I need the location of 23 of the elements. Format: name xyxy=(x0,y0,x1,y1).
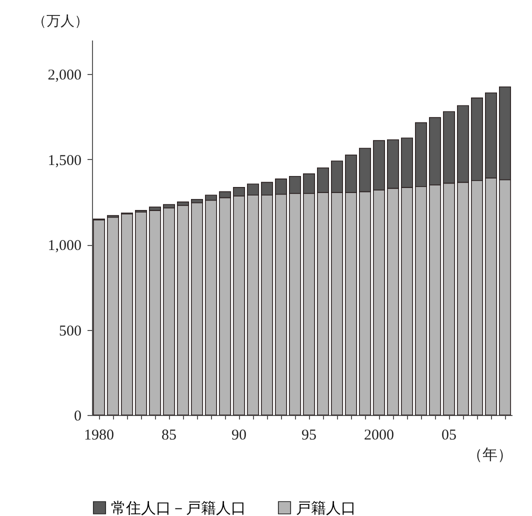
y-tick-label: 0 xyxy=(74,408,82,424)
x-tick-label: 85 xyxy=(162,428,176,444)
bar xyxy=(121,213,133,416)
x-axis-title: （年） xyxy=(468,446,512,464)
y-tick-label: 1,000 xyxy=(48,238,82,254)
x-tick-label: 05 xyxy=(442,428,456,444)
y-tick-label: 1,500 xyxy=(48,152,82,169)
y-tick-label: 500 xyxy=(59,323,82,340)
bar xyxy=(177,204,189,416)
bar xyxy=(135,212,147,416)
legend-label: 常住人口－戸籍人口 xyxy=(111,500,246,516)
bar xyxy=(191,202,203,416)
bar xyxy=(163,208,175,416)
x-tick-label: 90 xyxy=(232,428,246,444)
y-tick-label: 2,000 xyxy=(48,68,82,84)
y-axis-title: （万人） xyxy=(32,14,88,30)
x-tick-label: 95 xyxy=(302,428,316,444)
bar xyxy=(149,210,161,416)
x-tick-label: 1980 xyxy=(84,428,114,444)
bar xyxy=(93,219,105,416)
legend-label: 戸籍人口 xyxy=(296,500,356,516)
bar xyxy=(107,216,119,416)
x-tick-label: 2000 xyxy=(364,428,394,444)
